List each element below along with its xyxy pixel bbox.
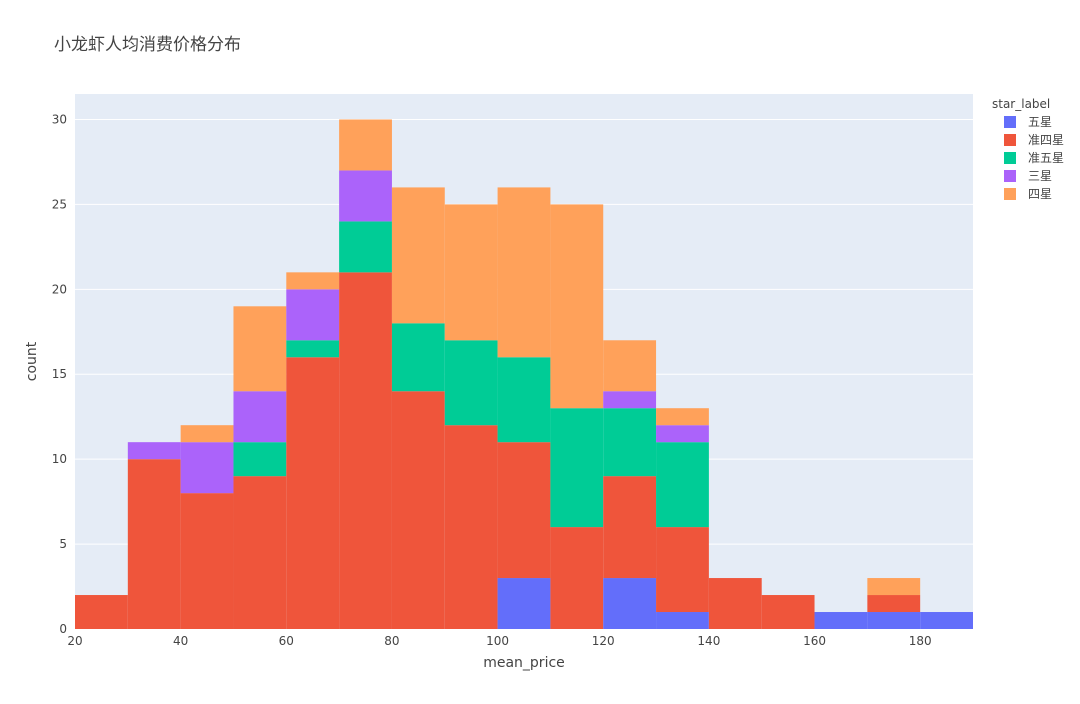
histogram-bar[interactable] xyxy=(391,391,445,629)
histogram-bar[interactable] xyxy=(286,289,340,341)
histogram-bar[interactable] xyxy=(180,493,234,629)
histogram-bar[interactable] xyxy=(233,476,287,629)
histogram-bar[interactable] xyxy=(233,391,287,443)
x-tick-label: 100 xyxy=(486,634,509,648)
histogram-bar[interactable] xyxy=(603,578,657,629)
histogram-bar[interactable] xyxy=(920,612,973,629)
chart-title: 小龙虾人均消费价格分布 xyxy=(54,35,241,55)
histogram-bar[interactable] xyxy=(497,442,551,579)
histogram-bar[interactable] xyxy=(656,612,709,629)
histogram-bar[interactable] xyxy=(339,272,392,629)
histogram-bar[interactable] xyxy=(497,357,551,443)
histogram-bar[interactable] xyxy=(656,442,709,528)
histogram-bar[interactable] xyxy=(497,578,551,629)
x-tick-label: 160 xyxy=(803,634,826,648)
histogram-bar[interactable] xyxy=(603,408,657,477)
histogram-bar[interactable] xyxy=(867,595,921,613)
histogram-bar[interactable] xyxy=(286,340,340,358)
histogram-bar[interactable] xyxy=(339,119,392,171)
x-tick-label: 60 xyxy=(279,634,294,648)
histogram-bar[interactable] xyxy=(867,612,921,629)
legend-swatch[interactable] xyxy=(1004,152,1016,164)
histogram-bar[interactable] xyxy=(339,221,392,273)
legend-item-label[interactable]: 四星 xyxy=(1028,187,1052,201)
histogram-bar[interactable] xyxy=(550,527,604,629)
histogram-bar[interactable] xyxy=(497,187,551,358)
legend-swatch[interactable] xyxy=(1004,188,1016,200)
y-tick-label: 0 xyxy=(59,622,67,636)
histogram-bar[interactable] xyxy=(603,476,657,579)
x-tick-label: 40 xyxy=(173,634,188,648)
histogram-bar[interactable] xyxy=(708,578,762,629)
legend-item-label[interactable]: 五星 xyxy=(1028,115,1052,129)
x-tick-label: 140 xyxy=(697,634,720,648)
histogram-bar[interactable] xyxy=(286,357,340,629)
histogram-bar[interactable] xyxy=(761,595,815,629)
histogram-bar[interactable] xyxy=(233,306,287,392)
legend-swatch[interactable] xyxy=(1004,116,1016,128)
histogram-bar[interactable] xyxy=(391,323,445,392)
x-axis-title: mean_price xyxy=(483,655,565,671)
x-tick-label: 20 xyxy=(67,634,82,648)
histogram-bar[interactable] xyxy=(233,442,287,477)
histogram-bar[interactable] xyxy=(603,391,657,409)
histogram-bar[interactable] xyxy=(656,425,709,443)
axes: 0 5 10 15 20 25 30 20 40 60 80 100 120 140 160 180 xyxy=(52,112,932,648)
x-tick-label: 120 xyxy=(592,634,615,648)
histogram-bar[interactable] xyxy=(127,459,181,629)
legend-item-label[interactable]: 准四星 xyxy=(1028,133,1064,147)
histogram-bar[interactable] xyxy=(444,340,498,426)
y-tick-label: 25 xyxy=(52,197,67,211)
histogram-bar[interactable] xyxy=(550,204,604,409)
y-tick-label: 15 xyxy=(52,367,67,381)
y-tick-label: 20 xyxy=(52,282,67,296)
histogram-bar[interactable] xyxy=(444,425,498,629)
x-tick-label: 80 xyxy=(384,634,399,648)
histogram-bar[interactable] xyxy=(656,408,709,426)
histogram-bar[interactable] xyxy=(75,595,128,629)
legend-title: star_label xyxy=(992,97,1050,111)
histogram-bar[interactable] xyxy=(391,187,445,324)
histogram-bar[interactable] xyxy=(180,442,234,494)
y-tick-label: 5 xyxy=(59,537,67,551)
legend-swatch[interactable] xyxy=(1004,170,1016,182)
histogram-bar[interactable] xyxy=(603,340,657,392)
y-tick-label: 30 xyxy=(52,112,67,126)
histogram-bar[interactable] xyxy=(286,272,340,290)
y-axis-title: count xyxy=(24,341,40,381)
x-tick-label: 180 xyxy=(909,634,932,648)
histogram-bar[interactable] xyxy=(127,442,181,460)
histogram-bar[interactable] xyxy=(180,425,234,443)
y-tick-label: 10 xyxy=(52,452,67,466)
legend-swatch[interactable] xyxy=(1004,134,1016,146)
legend-item-label[interactable]: 三星 xyxy=(1028,169,1052,183)
histogram-bar[interactable] xyxy=(550,408,604,528)
legend-item-label[interactable]: 准五星 xyxy=(1028,151,1064,165)
histogram-bar[interactable] xyxy=(444,204,498,341)
histogram-bar[interactable] xyxy=(656,527,709,613)
histogram-bar[interactable] xyxy=(867,578,921,596)
bars xyxy=(75,119,973,629)
histogram-bar[interactable] xyxy=(814,612,868,629)
histogram-bar[interactable] xyxy=(339,170,392,222)
